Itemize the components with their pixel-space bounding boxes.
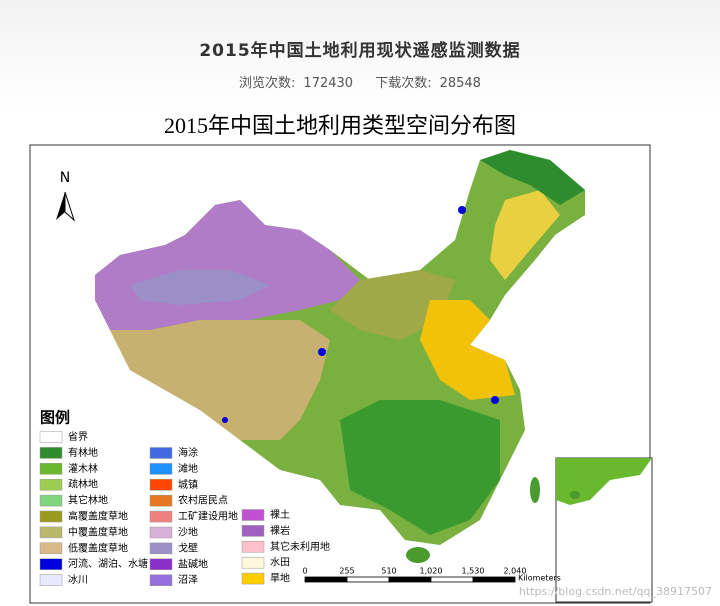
legend-swatch [39,494,63,507]
scale-segment [304,576,348,583]
stats: 浏览次数: 172430 下载次数: 28548 [0,72,720,91]
scale-label: 0 [302,567,307,576]
page-title: 2015年中国土地利用现状遥感监测数据 [199,41,521,61]
legend-title: 图例 [40,409,70,427]
legend-label: 戈壁 [178,541,198,554]
north-label: N [60,170,70,186]
legend-label: 沙地 [178,526,198,539]
watermark: https://blog.csdn.net/qq_38917507 [519,585,712,598]
legend-label: 沼泽 [178,573,198,586]
legend-label: 裸土 [270,508,290,521]
scale-unit: Kilometers [518,574,561,583]
legend-swatch [39,510,63,523]
legend-swatch [149,510,173,523]
legend-swatch [39,526,63,539]
legend-swatch [241,525,265,537]
legend-label: 裸岩 [270,524,290,537]
legend-swatch [149,574,173,586]
legend-label: 滩地 [178,462,198,475]
legend-label: 其它未利用地 [270,540,330,553]
legend-swatch [149,479,173,491]
scale-label: 255 [339,567,354,576]
legend-label: 旱地 [270,572,290,585]
legend-label: 其它林地 [68,494,108,507]
scale-segment [346,576,390,583]
map-frame [29,144,651,604]
scale-segment [472,576,516,583]
stat-value: 28548 [439,76,481,91]
legend-label: 高覆盖度草地 [68,510,128,523]
china-map [95,150,585,563]
legend-swatch [39,431,63,443]
map-title: 2015年中国土地利用类型空间分布图 [164,113,516,138]
legend-label: 疏林地 [68,478,98,491]
legend-label: 城镇 [178,478,198,491]
scale-label: 1,020 [420,567,443,576]
legend-swatch [39,574,63,586]
legend-label: 水田 [270,557,290,569]
legend-label: 冰川 [68,573,88,586]
legend-label: 中覆盖度草地 [68,525,128,538]
legend-label: 农村居民点 [178,494,228,507]
stat-label: 下载次数: [375,76,432,91]
legend-swatch [241,556,265,569]
legend-label: 低覆盖度草地 [68,541,128,554]
legend-swatch [241,509,265,521]
legend-swatch [39,542,63,555]
legend-swatch [149,463,173,475]
scale-segment [388,576,432,583]
scale-label: 1,530 [462,567,485,576]
scale-label: 510 [381,567,396,576]
legend-swatch [149,526,173,539]
legend-swatch [241,572,265,585]
legend-swatch [149,447,173,459]
legend-swatch [39,558,63,570]
legend-swatch [149,542,173,555]
legend-swatch [39,447,63,459]
legend-swatch [149,494,173,507]
legend-swatch [149,558,173,571]
legend-label: 灌木林 [68,462,98,475]
scale-label: 2,040 [504,567,527,576]
stat-value: 172430 [303,76,354,91]
legend-swatch [39,478,63,491]
legend-label: 盐碱地 [178,557,208,570]
legend-swatch [39,463,63,475]
scale-segment [430,576,474,583]
north-arrow: N [56,170,76,222]
legend-label: 河流、湖泊、水塘 [68,557,148,570]
legend-label: 海涂 [178,446,198,459]
legend-label: 工矿建设用地 [178,510,238,523]
legend-label: 有林地 [68,446,98,459]
legend-label: 省界 [68,430,88,443]
stat-label: 浏览次数: [239,76,296,91]
inset-map [555,457,653,603]
legend-swatch [241,541,265,553]
